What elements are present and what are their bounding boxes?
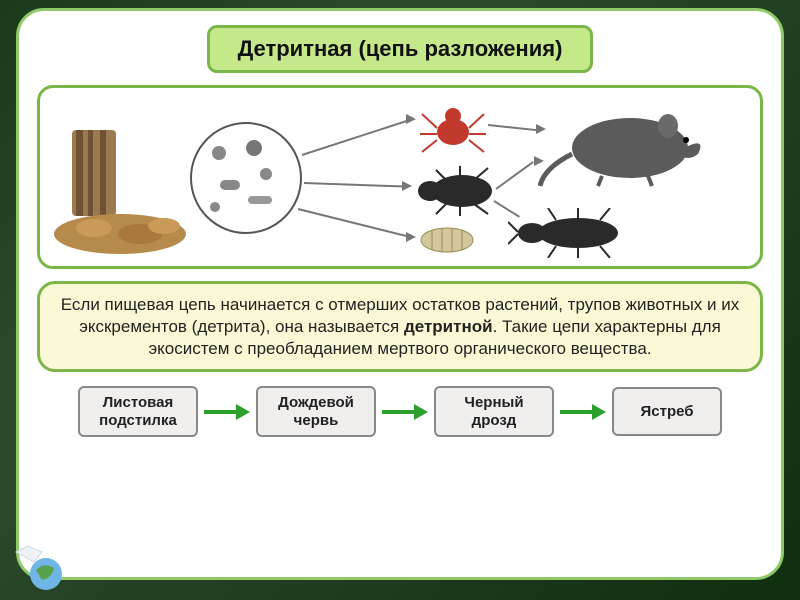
arrow-head-icon [406, 232, 416, 242]
chain-arrow-icon [560, 404, 606, 420]
edge-arrow [495, 161, 533, 190]
chain-arrow-icon [382, 404, 428, 420]
chain-item-line1: Дождевой [268, 394, 364, 411]
chain-item-line2: дрозд [446, 412, 542, 429]
spider-illustration [420, 100, 486, 158]
corner-globe-icon [12, 544, 70, 592]
content-card: Детритная (цепь разложения) [16, 8, 784, 580]
edge-arrow [298, 208, 411, 238]
chain-item: Ястреб [612, 387, 722, 436]
worm-microbe-icon [220, 180, 240, 190]
grub-illustration [418, 224, 476, 256]
chain-item-line1: Ястреб [624, 403, 710, 420]
explanation-box: Если пищевая цепь начинается с отмерших … [37, 281, 763, 372]
tree-stump-illustration [54, 116, 194, 256]
beetle2-illustration [508, 208, 626, 258]
microbe-icon [246, 140, 262, 156]
chain-item: Листовая подстилка [78, 386, 198, 437]
chain-item: Черный дрозд [434, 386, 554, 437]
beetle-illustration [410, 166, 498, 216]
shrew-illustration [538, 96, 706, 188]
microbe-icon [210, 202, 220, 212]
arrow-head-icon [406, 114, 416, 124]
title-box: Детритная (цепь разложения) [207, 25, 594, 73]
worm-microbe-icon [248, 196, 272, 204]
chain-item-line2: червь [268, 412, 364, 429]
edge-arrow [302, 120, 407, 156]
chain-item-line1: Черный [446, 394, 542, 411]
title-text: Детритная (цепь разложения) [238, 36, 563, 61]
microbes-circle [190, 122, 302, 234]
edge-arrow [304, 182, 406, 188]
chain-arrow-icon [204, 404, 250, 420]
chain-item-line1: Листовая [90, 394, 186, 411]
microbe-icon [260, 168, 272, 180]
microbe-icon [212, 146, 226, 160]
explanation-bold-word: детритной [404, 317, 493, 336]
edge-arrow [488, 124, 540, 131]
food-chain-row: Листовая подстилка Дождевой червь Черный… [37, 386, 763, 437]
chain-item-line2: подстилка [90, 412, 186, 429]
detritus-diagram [37, 85, 763, 269]
chain-item: Дождевой червь [256, 386, 376, 437]
